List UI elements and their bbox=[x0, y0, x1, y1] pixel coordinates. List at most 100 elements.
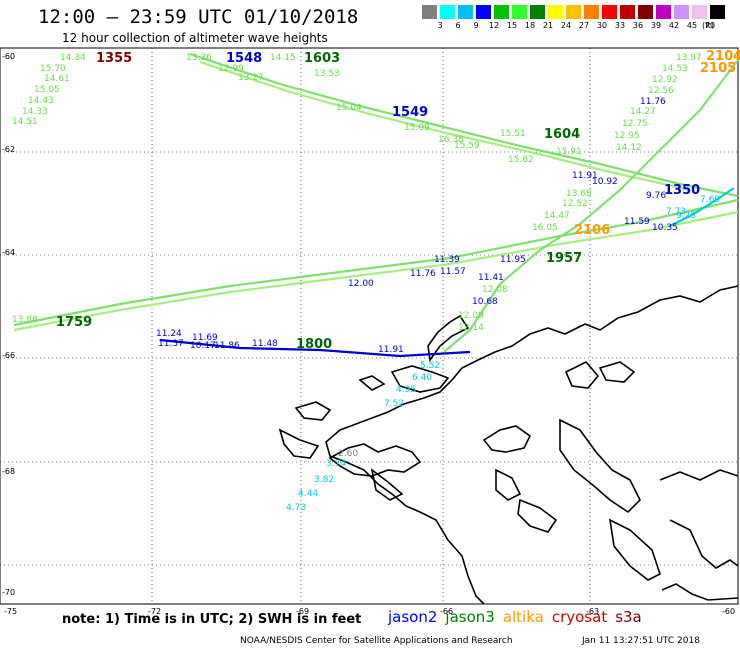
wave-height-label: 13.68 bbox=[566, 189, 592, 199]
wave-height-label: 10.17 bbox=[190, 341, 216, 351]
credit-line: NOAA/NESDIS Center for Satellite Applica… bbox=[240, 636, 513, 646]
wave-height-label: 5.52 bbox=[420, 361, 440, 371]
graticule bbox=[0, 47, 738, 604]
wave-height-label: 12.08 bbox=[482, 285, 508, 295]
wave-height-label: 3.74 bbox=[326, 459, 346, 469]
color-swatch bbox=[476, 5, 491, 19]
wave-height-label: 15.09 bbox=[404, 123, 430, 133]
wave-height-label: 9.25 bbox=[676, 211, 696, 221]
wave-height-label: 11.39 bbox=[434, 255, 460, 265]
color-swatch bbox=[692, 5, 707, 19]
wave-height-label: 11.86 bbox=[214, 341, 240, 351]
satellite-tracks bbox=[13, 52, 739, 358]
wave-height-label: 14.43 bbox=[28, 96, 54, 106]
lat-label: -68 bbox=[2, 467, 15, 476]
wave-height-label: 14.27 bbox=[630, 107, 656, 117]
color-swatch bbox=[602, 5, 617, 19]
wave-height-label: 14.15 bbox=[270, 53, 296, 63]
wave-height-label: 12.52 bbox=[562, 199, 588, 209]
wave-height-label: 3.82 bbox=[314, 475, 334, 485]
wave-height-label: 4.44 bbox=[298, 489, 318, 499]
lon-label: -69 bbox=[296, 607, 309, 616]
color-scale-tick: 21 bbox=[542, 21, 554, 30]
wave-height-label: 12.14 bbox=[458, 323, 484, 333]
wave-height-label: 11.59 bbox=[624, 217, 650, 227]
wave-height-label: 16.38 bbox=[438, 135, 464, 145]
wave-height-label: 14.33 bbox=[22, 107, 48, 117]
wave-height-label: 14.53 bbox=[662, 64, 688, 74]
color-scale-tick: 15 bbox=[506, 21, 518, 30]
wave-height-label: 13.27 bbox=[238, 73, 264, 83]
wave-height-label: 15.82 bbox=[508, 155, 534, 165]
color-swatch bbox=[584, 5, 599, 19]
wave-height-label: 4.73 bbox=[286, 503, 306, 513]
wave-height-label: 7.60 bbox=[700, 195, 720, 205]
color-swatch bbox=[620, 5, 635, 19]
wave-height-label: 12.75 bbox=[622, 119, 648, 129]
lon-label: -72 bbox=[148, 607, 161, 616]
wave-height-label: 11.69 bbox=[192, 333, 218, 343]
color-scale-tick: 6 bbox=[455, 21, 461, 30]
color-scale-tick: 27 bbox=[578, 21, 590, 30]
lat-label: -66 bbox=[2, 351, 15, 360]
color-swatch bbox=[512, 5, 527, 19]
color-scale-tick: 9 bbox=[473, 21, 479, 30]
pass-time-label: 1800 bbox=[296, 337, 332, 352]
pass-time-label: 1957 bbox=[546, 251, 582, 266]
coastline bbox=[278, 285, 739, 605]
color-scale-tick: 36 bbox=[632, 21, 644, 30]
color-swatch bbox=[548, 5, 563, 19]
wave-height-label: 13.36 bbox=[186, 53, 212, 63]
pass-time-label: 1759 bbox=[56, 315, 92, 330]
chart-subtitle: 12 hour collection of altimeter wave hei… bbox=[62, 31, 328, 45]
wave-height-label: 12.95 bbox=[614, 131, 640, 141]
color-swatch bbox=[674, 5, 689, 19]
pass-time-label: 1603 bbox=[304, 51, 340, 66]
wave-height-label: 11.95 bbox=[500, 255, 526, 265]
color-swatch bbox=[458, 5, 473, 19]
wave-height-label: 11.91 bbox=[378, 345, 404, 355]
wave-height-label: 15.59 bbox=[454, 141, 480, 151]
wave-height-label: 11.37 bbox=[158, 339, 184, 349]
pass-time-label: 1604 bbox=[544, 127, 580, 142]
pass-time-label: 1350 bbox=[664, 183, 700, 198]
color-scale-tick: 24 bbox=[560, 21, 572, 30]
wave-height-label: 13.88 bbox=[12, 315, 38, 325]
color-scale-tick: 30 bbox=[596, 21, 608, 30]
wave-height-label: 13.97 bbox=[676, 53, 702, 63]
wave-height-label: 14.34 bbox=[60, 53, 86, 63]
pass-time-label: 2105 bbox=[700, 61, 736, 76]
lon-label: -75 bbox=[4, 607, 17, 616]
wave-height-label: 12.99 bbox=[218, 64, 244, 74]
color-swatch bbox=[422, 5, 437, 19]
chart-title: 12:00 – 23:59 UTC 01/10/2018 bbox=[38, 6, 359, 28]
satellite-legend: jason2 jason3 altika cryosat s3a bbox=[388, 608, 650, 626]
wave-height-label: 12.92 bbox=[652, 75, 678, 85]
color-scale-tick: 33 bbox=[614, 21, 626, 30]
wave-height-label: 12.00 bbox=[348, 279, 374, 289]
wave-height-label: 12.09 bbox=[458, 311, 484, 321]
legend-entry: s3a bbox=[615, 608, 642, 626]
color-swatch bbox=[656, 5, 671, 19]
lat-label: -70 bbox=[2, 588, 15, 597]
color-swatch bbox=[710, 5, 725, 19]
lat-label: -64 bbox=[2, 248, 15, 257]
wave-height-label: 12.56 bbox=[648, 86, 674, 96]
wave-height-label: 15.51 bbox=[500, 129, 526, 139]
wave-height-label: 14.61 bbox=[44, 74, 70, 84]
wave-height-label: 11.48 bbox=[252, 339, 278, 349]
wave-height-label: 11.57 bbox=[440, 267, 466, 277]
lon-label: -60 bbox=[722, 607, 735, 616]
color-swatch bbox=[440, 5, 455, 19]
footnote: note: 1) Time is in UTC; 2) SWH is in fe… bbox=[62, 612, 362, 627]
pass-time-label: 1355 bbox=[96, 51, 132, 66]
color-swatch bbox=[530, 5, 545, 19]
pass-time-label: 2106 bbox=[574, 223, 610, 238]
lon-label: -63 bbox=[586, 607, 599, 616]
color-scale-tick: 18 bbox=[524, 21, 536, 30]
wave-height-label: 11.91 bbox=[572, 171, 598, 181]
wave-height-label: 14.12 bbox=[616, 143, 642, 153]
